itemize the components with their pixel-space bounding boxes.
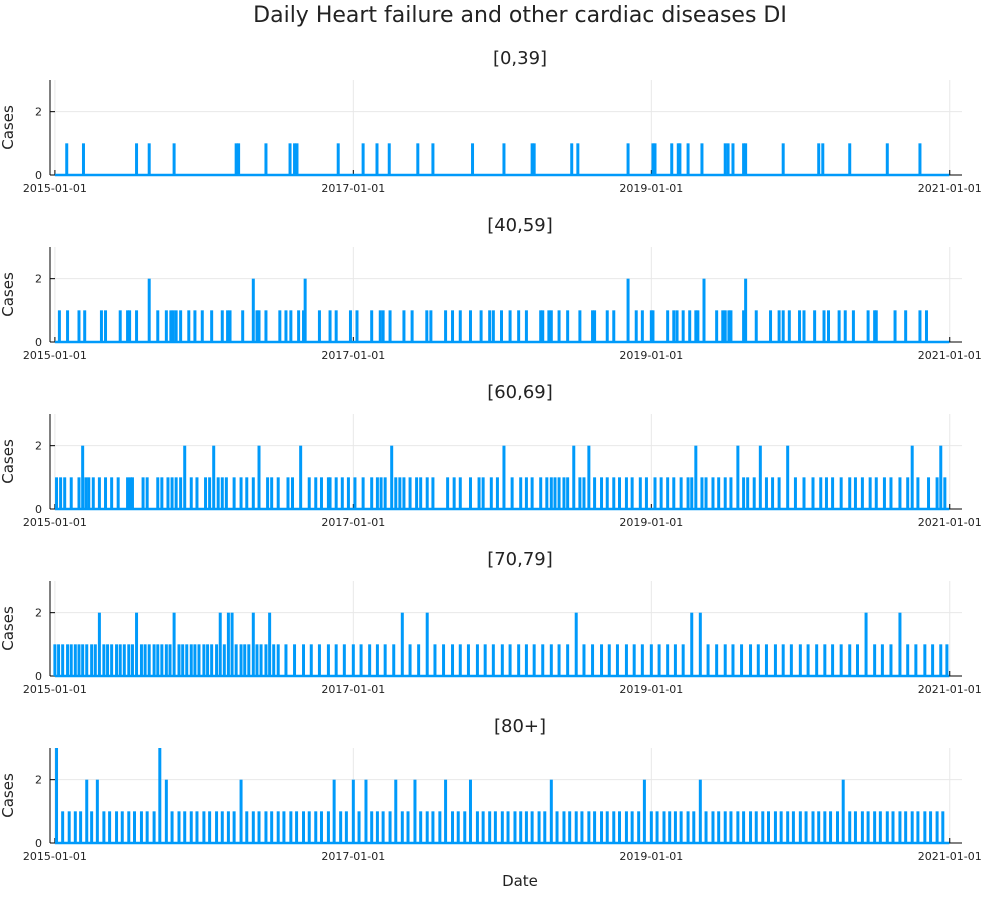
x-tick-label: 2019-01-01 [619,349,683,362]
y-tick-label: 0 [35,670,42,683]
y-axis-label: Cases [0,439,17,484]
panel-title: [80+] [494,716,546,737]
y-tick-label: 2 [35,273,42,286]
x-tick-label: 2017-01-01 [321,683,385,696]
x-tick-label: 2017-01-01 [321,349,385,362]
chart-panels: [0,39] Cases 0 2 2015-01-01 2017-01-01 2019-01… [0,48,982,863]
x-tick-label: 2019-01-01 [619,850,683,863]
y-tick-label: 0 [35,837,42,850]
y-tick-label: 0 [35,336,42,349]
y-tick-label: 2 [35,774,42,787]
x-tick-label: 2017-01-01 [321,850,385,863]
panel-4: [70,79] Cases 0 2 2015-01-01 2017-01-01 2019-0… [0,549,982,696]
panel-title: [40,59] [487,215,553,236]
y-tick-label: 2 [35,106,42,119]
panel-1: [0,39] Cases 0 2 2015-01-01 2017-01-01 2019-01… [0,48,982,195]
x-tick-label: 2021-01-01 [918,683,982,696]
x-tick-label: 2021-01-01 [918,516,982,529]
x-tick-label: 2019-01-01 [619,683,683,696]
panel-5: [80+] Cases 0 2 2015-01-01 2017-01-01 2019-01-… [0,716,982,863]
y-tick-label: 0 [35,169,42,182]
y-tick-label: 2 [35,607,42,620]
y-tick-label: 2 [35,440,42,453]
y-axis-label: Cases [0,773,17,818]
x-tick-label: 2015-01-01 [23,516,87,529]
y-tick-label: 0 [35,503,42,516]
panel-title: [0,39] [493,48,547,69]
x-tick-label: 2021-01-01 [918,349,982,362]
x-tick-label: 2019-01-01 [619,516,683,529]
panel-3: [60,69] Cases 0 2 2015-01-01 2017-01-01 2019-0… [0,382,982,529]
x-tick-label: 2017-01-01 [321,182,385,195]
panel-title: [60,69] [487,382,553,403]
panel-title: [70,79] [487,549,553,570]
y-axis-label: Cases [0,105,17,150]
x-tick-label: 2017-01-01 [321,516,385,529]
figure-title: Daily Heart failure and other cardiac di… [253,3,787,28]
x-tick-label: 2021-01-01 [918,182,982,195]
x-tick-label: 2015-01-01 [23,182,87,195]
y-axis-label: Cases [0,606,17,651]
x-tick-label: 2019-01-01 [619,182,683,195]
x-tick-label: 2021-01-01 [918,850,982,863]
x-tick-label: 2015-01-01 [23,349,87,362]
x-axis-label: Date [502,872,538,890]
y-axis-label: Cases [0,272,17,317]
x-tick-label: 2015-01-01 [23,850,87,863]
panel-2: [40,59] Cases 0 2 2015-01-01 2017-01-01 2019-0… [0,215,982,362]
x-tick-label: 2015-01-01 [23,683,87,696]
